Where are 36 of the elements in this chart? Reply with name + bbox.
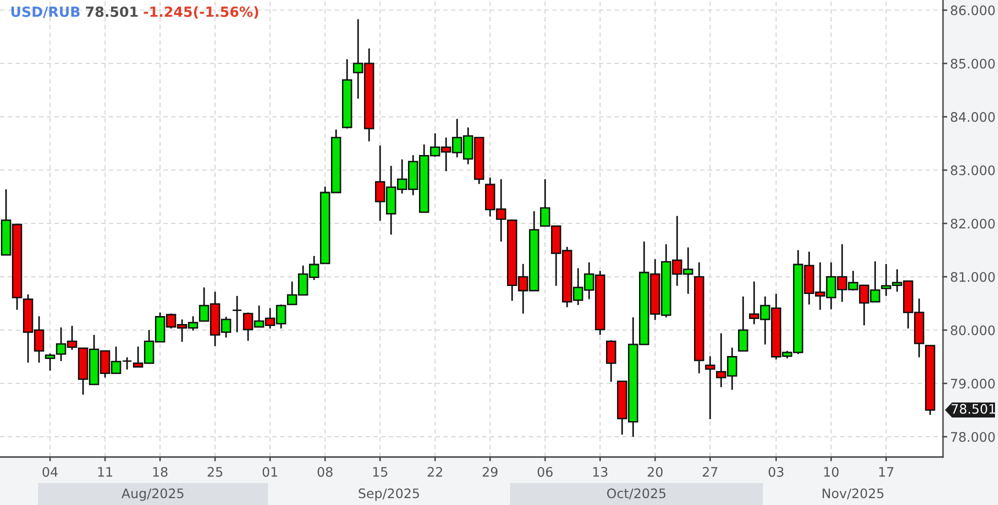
x-tick-label: 15	[373, 467, 388, 477]
chart-title: USD/RUB	[11, 6, 80, 18]
x-tick-label: 18	[153, 466, 168, 477]
x-tick-label: 08	[318, 466, 332, 477]
y-tick-label: 82.000	[950, 218, 995, 229]
x-tick-label: 04	[42, 466, 58, 477]
x-tick-label: 03	[768, 466, 784, 477]
candlestick	[606, 339, 616, 383]
x-tick-label: 29	[482, 466, 498, 477]
y-tick-label: 83.000	[950, 165, 995, 176]
candlestick	[705, 355, 716, 420]
x-tick-label: 11	[98, 467, 112, 477]
x-tick-label: 27	[702, 466, 718, 477]
text: Oct/2025	[607, 488, 666, 500]
text: Nov/2025	[822, 488, 884, 500]
candlestick	[738, 296, 748, 352]
chart-subtitle: 78.501	[86, 6, 138, 17]
y-tick-label: 81.000	[950, 272, 995, 282]
y-tick-label: 84.000	[950, 112, 995, 122]
x-tick-label: 25	[208, 466, 222, 477]
y-tick-label: 79.000	[951, 378, 995, 389]
text: Sep/2025	[358, 488, 419, 501]
x-tick-label: 22	[428, 466, 442, 477]
candlestick	[232, 295, 242, 333]
x-tick-label: 06	[538, 466, 553, 477]
x-tick-label: 17	[879, 467, 894, 477]
text: Aug/2025	[122, 488, 184, 501]
y-tick-label: 80.000	[950, 325, 995, 336]
x-tick-label: 10	[824, 466, 839, 477]
annotation: -1.245(-1.56%)	[144, 6, 258, 19]
x-tick-label: 20	[648, 466, 663, 477]
y-tick-label: 85.000	[950, 58, 995, 69]
y-tick-label: 86.000	[950, 5, 995, 16]
x-tick-label: 01	[262, 466, 278, 477]
x-tick-label: 13	[593, 466, 608, 477]
y-tick-label: 78.000	[951, 432, 995, 442]
